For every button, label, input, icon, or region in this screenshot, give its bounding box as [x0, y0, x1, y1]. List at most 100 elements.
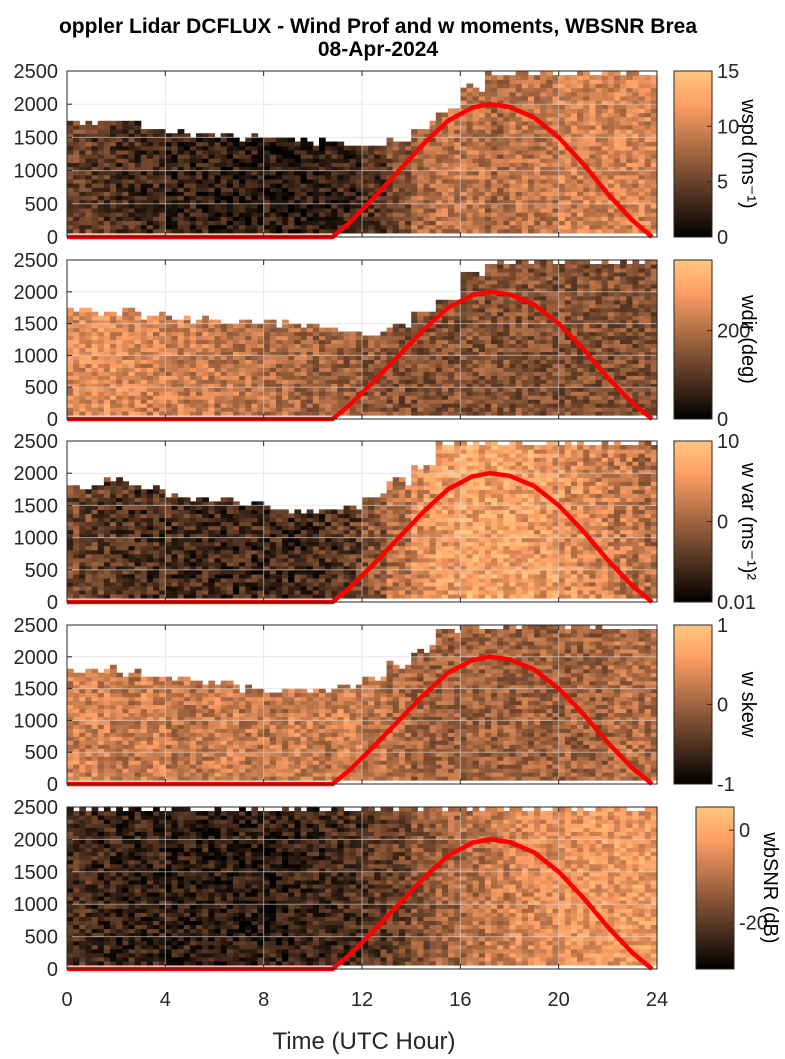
- heatmap-cell: [97, 343, 105, 349]
- heatmap-cell: [177, 178, 185, 184]
- heatmap-cell: [613, 133, 621, 138]
- heatmap-cell: [183, 183, 191, 188]
- heatmap-cell: [171, 335, 179, 341]
- heatmap-cell: [196, 379, 203, 384]
- heatmap-cell: [411, 203, 418, 209]
- heatmap-cell: [232, 395, 240, 400]
- heatmap-cell: [454, 351, 461, 357]
- heatmap-cell: [196, 339, 203, 345]
- heatmap-cell: [540, 91, 547, 97]
- heatmap-cell: [85, 228, 93, 234]
- heatmap-cell: [441, 212, 449, 217]
- heatmap-cell: [454, 403, 461, 408]
- heatmap-cell: [380, 375, 388, 380]
- heatmap-cell: [491, 411, 498, 416]
- heatmap-cell: [441, 359, 449, 364]
- heatmap-cell: [177, 323, 185, 329]
- heatmap-cell: [337, 199, 345, 205]
- heatmap-cell: [196, 335, 203, 341]
- heatmap-cell: [282, 399, 289, 404]
- heatmap-cell: [325, 395, 332, 400]
- heatmap-cell: [140, 137, 148, 143]
- heatmap-cell: [232, 351, 240, 357]
- heatmap-cell: [503, 212, 511, 217]
- heatmap-cell: [577, 187, 584, 192]
- heatmap-cell: [484, 120, 492, 126]
- heatmap-cell: [417, 411, 425, 416]
- heatmap-cell: [527, 75, 535, 80]
- heatmap-cell: [491, 83, 498, 89]
- heatmap-cell: [288, 170, 295, 176]
- heatmap-cell: [521, 162, 529, 168]
- heatmap-cell: [282, 158, 289, 163]
- heatmap-cell: [134, 183, 142, 188]
- heatmap-cell: [232, 178, 240, 184]
- heatmap-cell: [552, 335, 560, 341]
- heatmap-cell: [67, 323, 74, 329]
- heatmap-cell: [448, 158, 455, 163]
- heatmap-cell: [484, 79, 492, 85]
- heatmap-cell: [423, 355, 431, 360]
- heatmap-cell: [460, 359, 468, 364]
- heatmap-cell: [460, 178, 468, 184]
- heatmap-cell: [595, 207, 603, 213]
- heatmap-cell: [589, 133, 597, 138]
- heatmap-cell: [509, 129, 517, 134]
- heatmap-cell: [484, 212, 492, 217]
- heatmap-cell: [67, 207, 74, 213]
- heatmap-cell: [417, 359, 425, 364]
- heatmap-cell: [122, 137, 130, 143]
- heatmap-cell: [196, 331, 203, 337]
- heatmap-cell: [472, 359, 480, 364]
- heatmap-cell: [527, 399, 535, 404]
- heatmap-cell: [398, 145, 406, 151]
- heatmap-cell: [122, 379, 130, 384]
- heatmap-cell: [595, 87, 603, 93]
- heatmap-cell: [122, 351, 130, 357]
- heatmap-cell: [214, 141, 222, 147]
- heatmap-cell: [472, 137, 480, 143]
- heatmap-cell: [214, 166, 222, 172]
- heatmap-cell: [472, 112, 480, 118]
- heatmap-cell: [325, 359, 332, 364]
- heatmap-cell: [411, 145, 418, 151]
- heatmap-cell: [349, 212, 357, 217]
- heatmap-cell: [552, 191, 560, 197]
- heatmap-cell: [411, 383, 418, 388]
- heatmap-cell: [263, 343, 271, 349]
- heatmap-cell: [589, 83, 597, 89]
- heatmap-cell: [546, 145, 554, 151]
- heatmap-cell: [226, 411, 234, 416]
- heatmap-cell: [374, 355, 382, 360]
- heatmap-cell: [214, 331, 222, 337]
- heatmap-cell: [595, 141, 603, 147]
- heatmap-cell: [570, 183, 578, 188]
- heatmap-cell: [405, 407, 412, 412]
- heatmap-cell: [497, 116, 504, 122]
- heatmap-cell: [552, 375, 560, 380]
- heatmap-cell: [429, 191, 437, 197]
- heatmap-cell: [337, 335, 345, 341]
- heatmap-cell: [626, 158, 634, 163]
- heatmap-cell: [509, 347, 517, 353]
- heatmap-cell: [527, 195, 535, 201]
- heatmap-cell: [300, 383, 308, 388]
- heatmap-cell: [650, 129, 658, 134]
- heatmap-cell: [521, 303, 529, 309]
- heatmap-cell: [165, 391, 173, 396]
- heatmap-cell: [208, 191, 216, 197]
- heatmap-cell: [552, 403, 560, 408]
- heatmap-cell: [245, 411, 252, 416]
- heatmap-cell: [97, 411, 105, 416]
- heatmap-cell: [232, 145, 240, 151]
- heatmap-cell: [91, 311, 99, 317]
- heatmap-cell: [509, 403, 517, 408]
- heatmap-cell: [349, 335, 357, 341]
- heatmap-cell: [527, 129, 535, 134]
- heatmap-cell: [73, 187, 80, 192]
- heatmap-cell: [478, 124, 486, 130]
- y-tick-label: 500: [25, 194, 58, 216]
- heatmap-cell: [632, 154, 640, 159]
- heatmap-cell: [638, 174, 646, 180]
- heatmap-cell: [331, 191, 339, 197]
